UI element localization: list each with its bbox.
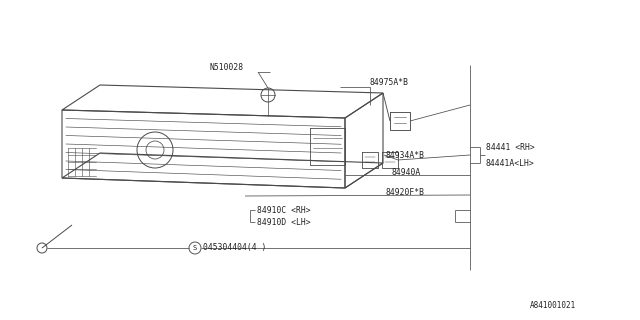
Text: 84441A<LH>: 84441A<LH> bbox=[486, 158, 535, 167]
Text: N510028: N510028 bbox=[210, 62, 244, 71]
Text: 84441 <RH>: 84441 <RH> bbox=[486, 142, 535, 151]
Text: A841001021: A841001021 bbox=[530, 300, 576, 309]
Text: 045304404(4 ): 045304404(4 ) bbox=[203, 243, 266, 252]
Text: 84910C <RH>: 84910C <RH> bbox=[257, 205, 310, 214]
Text: 84975A*B: 84975A*B bbox=[370, 77, 409, 86]
Text: 84940A: 84940A bbox=[392, 167, 421, 177]
Text: 84934A*B: 84934A*B bbox=[385, 150, 424, 159]
Text: S: S bbox=[193, 245, 197, 251]
Text: 84910D <LH>: 84910D <LH> bbox=[257, 218, 310, 227]
Text: 84920F*B: 84920F*B bbox=[385, 188, 424, 196]
